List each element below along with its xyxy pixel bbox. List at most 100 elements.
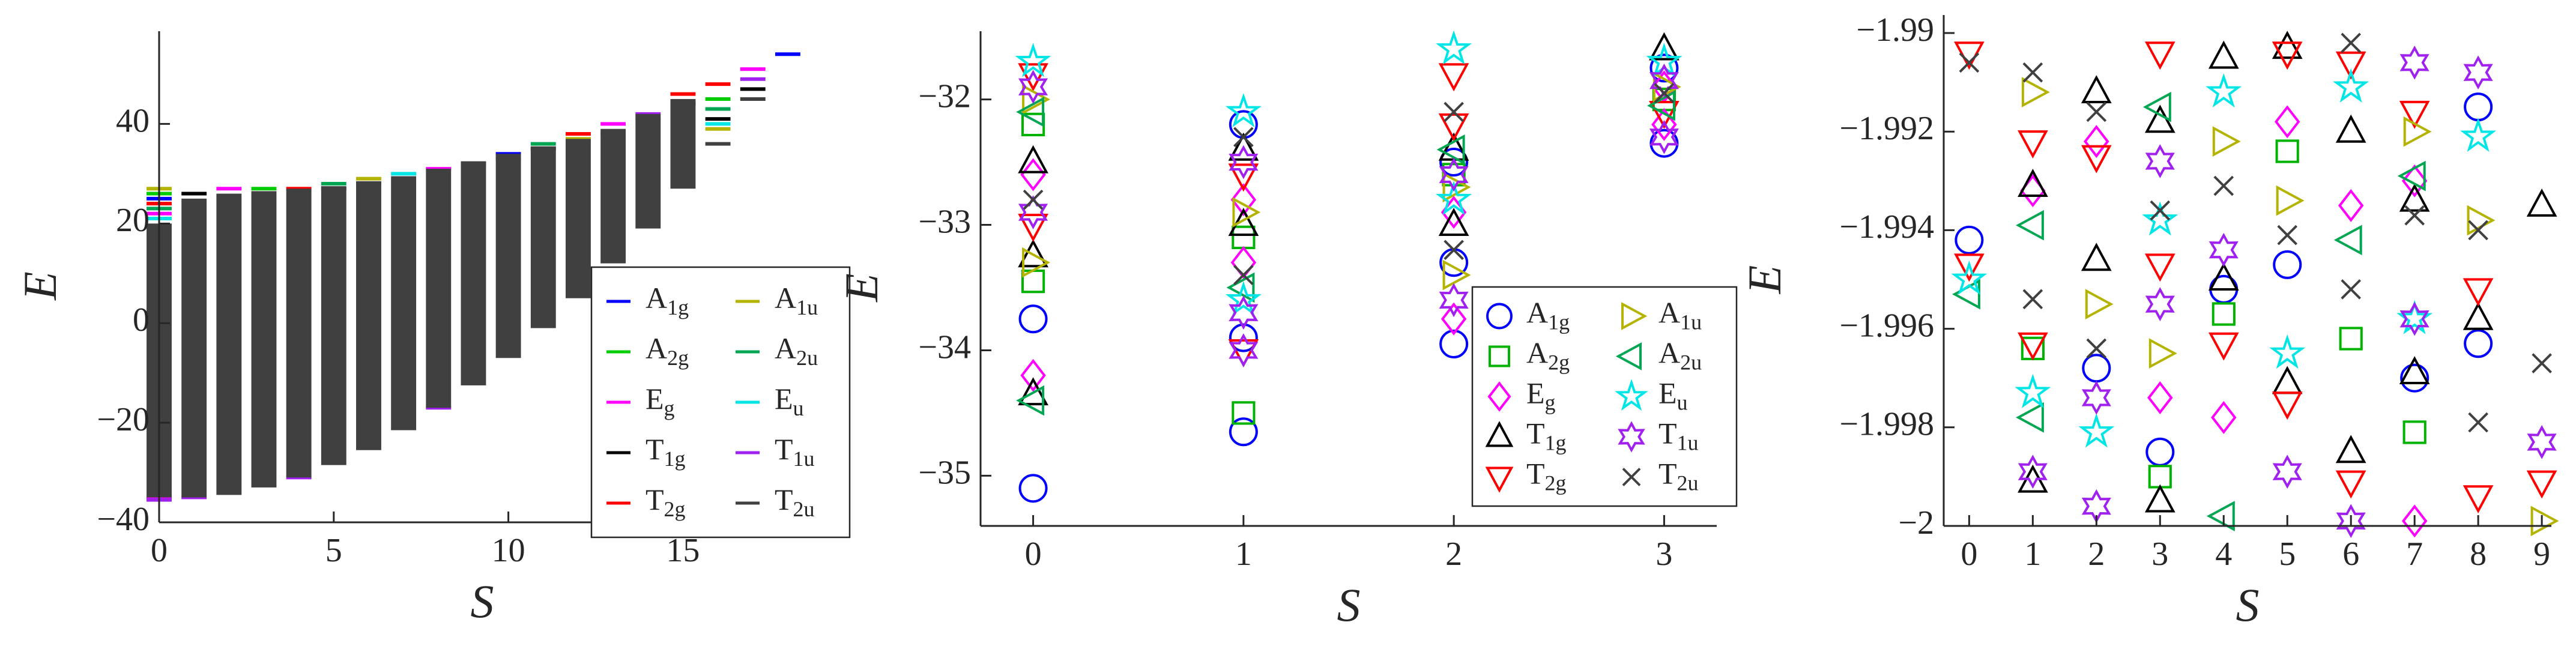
marker-hexagram [1229,295,1259,330]
marker-star [1015,43,1051,77]
legend-label: Eg [646,382,675,420]
marker-circle [2464,329,2493,358]
marker-x [2086,101,2107,122]
marker-diamond [1230,183,1257,217]
panel [147,52,800,502]
marker-triangle-down [1438,63,1469,92]
marker-triangle-left [2142,91,2171,122]
marker-square [1232,225,1256,249]
marker-triangle-right [2085,289,2114,319]
marker-x [1444,101,1464,122]
marker-star [1436,181,1472,216]
level-band [670,98,696,189]
marker-circle [1439,330,1469,359]
marker-triangle-down [1649,101,1680,129]
marker-square [2212,302,2236,326]
marker-hexagram [2527,425,2557,459]
marker-circle [1018,304,1048,334]
marker-triangle-up [2335,114,2366,143]
marker-triangle-up [2399,183,2430,212]
legend-label: A2u [1658,336,1702,375]
x-tick-label: 10 [492,532,525,569]
marker-star [1615,379,1648,411]
marker-hexagram [1229,145,1259,180]
y-axis-label: E [14,271,66,301]
marker-triangle-up [1438,208,1469,236]
legend-label: T1u [1658,417,1699,455]
marker-hexagram [2399,301,2429,336]
level-band [566,139,591,298]
legend-label: T1u [775,432,815,471]
level-band [530,146,556,328]
marker-triangle-up [1485,421,1514,447]
marker-triangle-up [2526,188,2557,217]
marker-hexagram [1229,333,1259,367]
legend-label: A1g [1526,296,1570,334]
y-tick-label: −35 [918,454,971,491]
legend-label: T2g [1526,457,1567,495]
marker-triangle-up [1018,377,1048,406]
marker-triangle-down [1485,466,1514,493]
marker-hexagram [2399,45,2429,80]
marker-x [2277,225,2298,246]
marker-diamond [2274,105,2300,139]
marker-circle [2400,363,2429,393]
marker-hexagram [1018,70,1048,104]
marker-triangle-right [2021,77,2050,107]
marker-hexagram [2145,144,2175,178]
marker-x [1233,265,1254,285]
y-tick-label: 40 [116,102,150,139]
x-tick-label: 1 [2024,536,2041,573]
marker-triangle-down [1018,63,1048,92]
marker-triangle-left [2206,501,2235,531]
marker-x [2086,338,2107,359]
marker-hexagram [1649,63,1679,98]
marker-triangle-down [2272,391,2303,420]
marker-x [1233,127,1254,148]
y-tick-label: −1.996 [1839,307,1934,344]
marker-triangle-down [1438,113,1469,142]
marker-diamond [2084,125,2109,158]
x-tick-label: 2 [2088,536,2105,573]
marker-star [2333,68,2369,103]
marker-circle [2145,437,2175,466]
marker-x [2341,32,2362,53]
marker-triangle-up [2399,356,2430,384]
y-tick-label: −40 [97,501,150,538]
marker-hexagram [1439,283,1469,318]
y-tick-label: 0 [133,301,150,339]
marker-triangle-down [2335,51,2366,80]
marker-triangle-down [2018,332,2048,361]
marker-triangle-up [2018,169,2048,197]
marker-square [1489,345,1510,367]
marker-triangle-right [2530,506,2559,537]
marker-circle [1229,417,1258,447]
marker-star [2078,413,2115,448]
legend-label: T1g [646,432,686,471]
marker-square [2339,327,2363,351]
marker-star [1225,281,1262,316]
marker-hexagram [1439,157,1469,192]
marker-triangle-up [2272,31,2303,59]
marker-hexagram [2336,504,2366,539]
marker-diamond [2211,400,2237,434]
y-tick-label: 20 [116,202,150,239]
legend-label: A1u [1658,296,1702,334]
x-tick-label: 2 [1445,536,1462,573]
marker-diamond [1020,158,1046,192]
marker-diamond [2401,504,2428,538]
y-axis-label: E [835,273,887,303]
marker-square [1021,270,1045,294]
marker-triangle-down [1018,214,1048,242]
marker-triangle-left [1436,134,1465,165]
legend-label: A2g [1526,336,1570,375]
x-tick-label: 0 [151,532,168,569]
marker-triangle-right [1022,84,1051,115]
marker-triangle-up [2081,75,2112,103]
legend-label: Eu [1658,376,1688,415]
x-axis-label: S [2236,579,2260,631]
x-tick-label: 3 [1655,536,1672,573]
marker-circle [1649,53,1679,83]
marker-triangle-up [1018,145,1048,174]
marker-triangle-up [1018,239,1048,268]
